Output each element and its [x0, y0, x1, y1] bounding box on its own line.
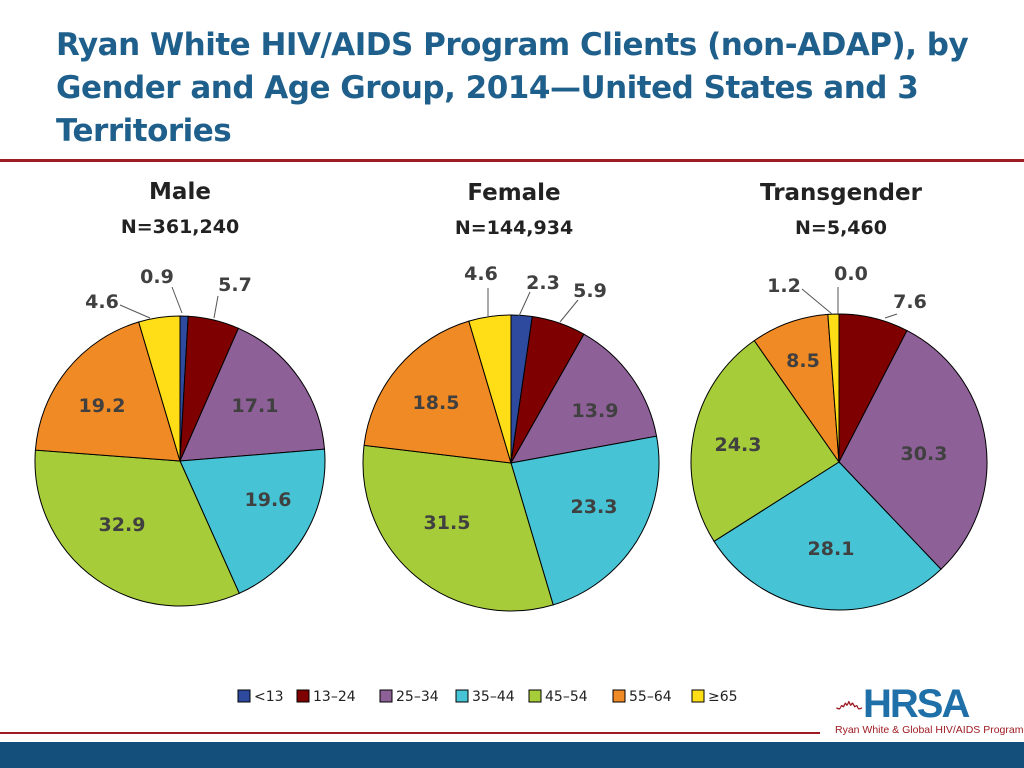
- data-label: 30.3: [901, 443, 948, 465]
- data-label: 8.5: [786, 350, 820, 372]
- legend-swatch: [296, 689, 310, 703]
- legend-label: 25–34: [396, 689, 439, 705]
- logo-text: HRSA: [863, 682, 970, 726]
- leader-line: [171, 286, 183, 314]
- data-label: 24.3: [715, 434, 762, 456]
- data-label: 4.6: [464, 263, 498, 285]
- data-label: 28.1: [808, 538, 855, 560]
- data-label: 13.9: [572, 400, 619, 422]
- pie-slice: [510, 333, 658, 464]
- legend-swatch: [379, 689, 393, 703]
- hrsa-logo: ෴ HRSA Ryan White & Global HIV/AIDS Prog…: [835, 682, 1024, 736]
- data-label: 31.5: [424, 512, 471, 534]
- leader-line: [884, 313, 898, 319]
- pie-slice: [362, 444, 554, 612]
- pie-slice: [827, 313, 840, 463]
- data-label: 5.9: [573, 280, 607, 302]
- legend-label: 35–44: [472, 689, 515, 705]
- pie-slice: [363, 320, 512, 464]
- pie-slice: [510, 435, 660, 606]
- pie-slice: [468, 314, 512, 464]
- data-label: 17.1: [232, 395, 279, 417]
- pie-title: Transgender: [760, 180, 923, 206]
- legend-label: <13: [254, 689, 284, 705]
- data-label: 19.2: [79, 395, 126, 417]
- pie-slice: [34, 449, 240, 607]
- data-label: 7.6: [893, 291, 927, 313]
- data-label: 5.7: [218, 274, 252, 296]
- pie-slice: [179, 448, 326, 595]
- data-label: 18.5: [413, 392, 460, 414]
- legend-swatch: [455, 689, 469, 703]
- pie-slice: [179, 327, 326, 462]
- ribbon-icon: ෴: [835, 686, 864, 719]
- pie-title: Female: [467, 180, 560, 206]
- pie-slice: [34, 321, 181, 462]
- leader-line: [119, 304, 151, 319]
- legend-swatch: [528, 689, 542, 703]
- data-label: 2.3: [526, 272, 560, 294]
- data-label: 0.0: [834, 263, 868, 285]
- legend-swatch: [691, 689, 705, 703]
- data-label: 32.9: [99, 514, 146, 536]
- data-label: 23.3: [571, 496, 618, 518]
- data-label: 4.6: [85, 291, 119, 313]
- legend-swatch: [237, 689, 251, 703]
- footer-band: [0, 742, 1024, 768]
- pie-subtitle: N=5,460: [795, 217, 887, 239]
- pie-subtitle: N=361,240: [121, 216, 239, 238]
- leader-line: [559, 299, 579, 323]
- legend-label: 55–64: [629, 689, 672, 705]
- title-divider: [0, 159, 1024, 162]
- legend-label: 45–54: [545, 689, 588, 705]
- data-label: 1.2: [767, 275, 801, 297]
- legend-label: ≥65: [708, 689, 738, 705]
- pie-slice: [713, 461, 942, 611]
- footer-divider: [0, 732, 820, 734]
- leader-line: [213, 295, 219, 319]
- leader-line: [518, 291, 531, 317]
- logo-subtitle: Ryan White & Global HIV/AIDS Programs: [835, 724, 1024, 736]
- pie-slice: [138, 315, 181, 462]
- page-title: Ryan White HIV/AIDS Program Clients (non…: [56, 27, 969, 149]
- leader-line: [801, 288, 833, 315]
- legend-swatch: [612, 689, 626, 703]
- legend-label: 13–24: [313, 689, 356, 705]
- data-label: 19.6: [245, 489, 292, 511]
- pie-slice: [690, 339, 840, 542]
- data-label: 0.9: [140, 266, 174, 288]
- pie-title: Male: [149, 179, 211, 205]
- pie-subtitle: N=144,934: [455, 217, 573, 239]
- pie-slice: [838, 329, 988, 570]
